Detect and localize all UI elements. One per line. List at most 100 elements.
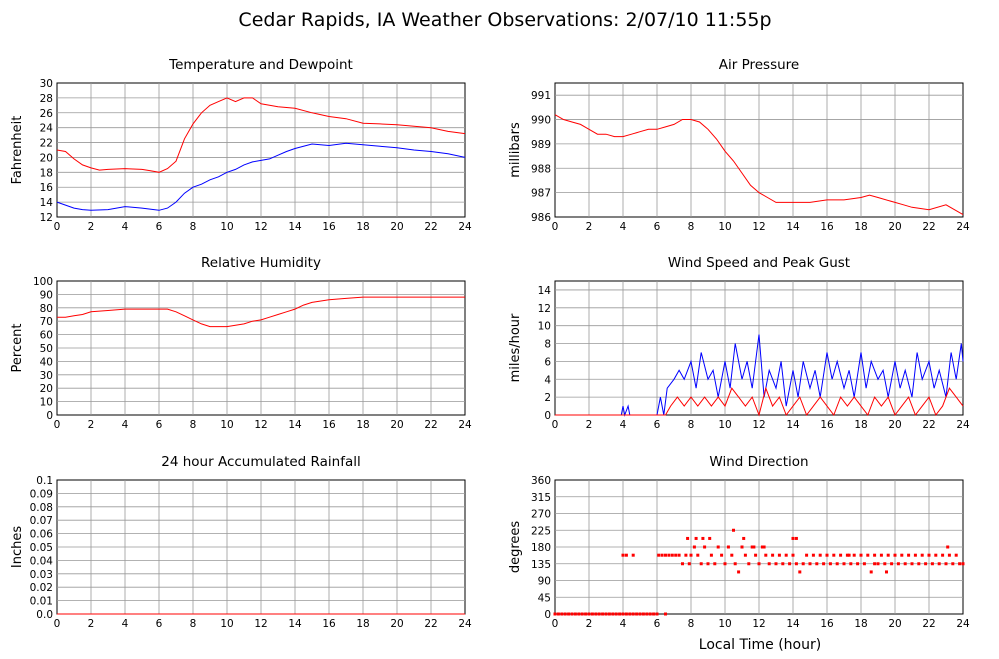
data-point bbox=[563, 612, 567, 616]
data-point bbox=[706, 562, 710, 566]
data-point bbox=[757, 562, 761, 566]
panel-title: Air Pressure bbox=[719, 57, 799, 73]
x-tick-label: 8 bbox=[688, 221, 695, 233]
x-tick-label: 22 bbox=[922, 618, 935, 630]
data-point bbox=[701, 536, 705, 540]
y-tick-label: 0.05 bbox=[30, 542, 53, 554]
data-point bbox=[815, 562, 819, 566]
x-tick-label: 12 bbox=[254, 419, 267, 431]
x-tick-label: 2 bbox=[586, 618, 593, 630]
y-tick-label: 2 bbox=[544, 392, 551, 404]
data-point bbox=[604, 612, 608, 616]
data-point bbox=[670, 553, 674, 557]
x-tick-label: 16 bbox=[820, 618, 834, 630]
data-point bbox=[885, 570, 888, 574]
panel-temp: 0 2 4 6 8 10 12 14 16 18 20 22 241214161820222426283… bbox=[10, 57, 472, 233]
data-point bbox=[681, 562, 684, 566]
data-point bbox=[618, 612, 622, 616]
data-point bbox=[849, 562, 853, 566]
data-point bbox=[873, 562, 877, 566]
data-point bbox=[946, 545, 950, 549]
x-tick-label: 4 bbox=[620, 618, 627, 630]
y-tick-label: 80 bbox=[40, 303, 53, 315]
data-point bbox=[696, 553, 700, 557]
x-tick-label: 0 bbox=[552, 419, 559, 431]
data-point bbox=[862, 562, 866, 566]
x-tick-label: 10 bbox=[220, 419, 233, 431]
data-point bbox=[584, 612, 588, 616]
data-point bbox=[791, 536, 795, 540]
data-point bbox=[801, 562, 805, 566]
data-point bbox=[791, 553, 795, 557]
x-tick-label: 10 bbox=[718, 221, 731, 233]
y-tick-label: 60 bbox=[40, 330, 53, 342]
y-tick-label: 987 bbox=[531, 188, 551, 200]
y-axis-label: miles/hour bbox=[508, 313, 523, 382]
data-point bbox=[692, 545, 696, 549]
x-tick-label: 6 bbox=[156, 221, 163, 233]
y-tick-label: 26 bbox=[40, 108, 54, 120]
data-point bbox=[866, 553, 870, 557]
y-tick-label: 0.03 bbox=[30, 569, 53, 581]
data-point bbox=[907, 553, 911, 557]
y-tick-label: 991 bbox=[531, 90, 551, 102]
data-point bbox=[703, 545, 707, 549]
x-tick-label: 24 bbox=[956, 419, 970, 431]
data-point bbox=[828, 562, 832, 566]
panel-title: Wind Direction bbox=[709, 454, 808, 470]
data-point bbox=[771, 553, 775, 557]
x-tick-label: 6 bbox=[156, 618, 163, 630]
x-tick-label: 24 bbox=[458, 618, 472, 630]
x-tick-label: 4 bbox=[122, 618, 129, 630]
y-tick-label: 8 bbox=[544, 339, 551, 351]
data-point bbox=[920, 553, 924, 557]
data-point bbox=[580, 612, 584, 616]
data-point bbox=[951, 562, 955, 566]
data-point bbox=[842, 562, 846, 566]
data-point bbox=[660, 553, 664, 557]
data-point bbox=[934, 553, 938, 557]
data-point bbox=[594, 612, 598, 616]
y-tick-label: 20 bbox=[40, 152, 53, 164]
x-tick-label: 20 bbox=[390, 221, 403, 233]
x-tick-label: 10 bbox=[718, 419, 731, 431]
data-point bbox=[732, 528, 735, 532]
x-tick-label: 14 bbox=[786, 618, 800, 630]
data-point bbox=[686, 536, 690, 540]
x-tick-label: 20 bbox=[888, 618, 901, 630]
x-tick-label: 6 bbox=[654, 419, 661, 431]
y-tick-label: 0.04 bbox=[30, 555, 54, 567]
data-point bbox=[762, 545, 766, 549]
panel-title: Temperature and Dewpoint bbox=[168, 57, 353, 73]
data-point bbox=[742, 536, 746, 540]
data-point bbox=[648, 612, 652, 616]
series-line-1 bbox=[56, 142, 466, 211]
data-point bbox=[709, 553, 713, 557]
x-tick-label: 22 bbox=[424, 221, 437, 233]
data-point bbox=[777, 553, 781, 557]
series-line-1 bbox=[555, 386, 964, 417]
y-tick-label: 315 bbox=[531, 492, 551, 504]
y-axis-label: degrees bbox=[508, 521, 523, 574]
data-point bbox=[733, 562, 737, 566]
y-tick-label: 28 bbox=[40, 93, 53, 105]
x-axis-label: Local Time (hour) bbox=[699, 637, 821, 653]
y-tick-label: 0.01 bbox=[30, 596, 53, 608]
x-tick-label: 6 bbox=[156, 419, 163, 431]
x-tick-label: 2 bbox=[88, 221, 95, 233]
x-tick-label: 14 bbox=[288, 221, 302, 233]
x-tick-label: 22 bbox=[922, 419, 935, 431]
data-point bbox=[645, 612, 649, 616]
y-tick-label: 0.07 bbox=[30, 515, 53, 527]
data-point bbox=[896, 562, 900, 566]
x-tick-label: 18 bbox=[356, 419, 369, 431]
y-tick-label: 0.0 bbox=[36, 609, 53, 621]
data-point bbox=[750, 545, 754, 549]
y-tick-label: 22 bbox=[40, 138, 53, 150]
y-tick-label: 90 bbox=[40, 289, 53, 301]
x-tick-label: 14 bbox=[288, 419, 302, 431]
x-tick-label: 8 bbox=[688, 618, 695, 630]
x-tick-label: 24 bbox=[458, 419, 472, 431]
data-point bbox=[859, 553, 863, 557]
series-line-0 bbox=[57, 296, 465, 328]
